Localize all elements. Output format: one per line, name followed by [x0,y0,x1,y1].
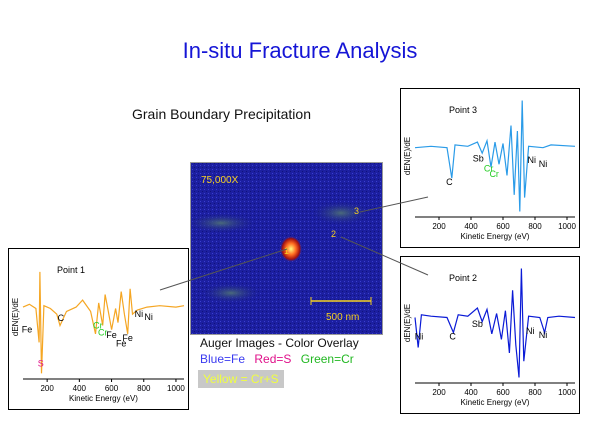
spectrum-line [22,271,185,374]
magnification-label: 75,000X [201,175,239,186]
y-axis-label: dEN(E)/dE [403,137,412,175]
x-tick-label: 400 [464,222,478,231]
x-tick-label: 800 [528,388,542,397]
peak-label: Ni [528,155,537,165]
peak-label: Ni [539,330,548,340]
point-2-marker: 2 [331,229,336,239]
spectrum-point-2: 200 400 600 800 1000 Kinetic Energy (eV) dEN(E… [400,256,580,414]
peak-label: Ni [526,326,535,336]
subtitle: Grain Boundary Precipitation [132,106,311,122]
peak-label: Fe [122,333,133,343]
peak-label: C [446,177,453,187]
peak-label: Fe [22,325,33,335]
point-title: Point 3 [449,105,477,115]
spectrum-line [414,268,576,378]
spectrum-line [414,100,576,212]
point-3-marker: 3 [354,206,359,216]
spectrum-plot: 200 400 600 800 1000 Kinetic Energy (eV) dEN(E… [403,268,576,407]
fe-region [186,213,256,233]
point-title: Point 2 [449,273,477,283]
legend-fe: Blue=Fe [200,352,246,366]
peak-label: Ni [144,312,153,322]
peak-label: Cr [484,163,494,173]
legend-s: Red=S [254,352,292,366]
spectrum-plot: 200 400 600 800 1000 Kinetic Energy (eV) dEN(E… [403,100,576,241]
x-tick-label: 200 [40,384,54,393]
x-tick-label: 1000 [167,384,185,393]
auger-micrograph: 75,000X 3 2 1 500 nm [186,162,383,335]
peak-label: Cr [98,327,108,337]
spectrum-point-1: 200 400 600 800 1000 Kinetic Energy (eV) dEN(E… [8,248,189,410]
point-title: Point 1 [57,265,85,275]
y-axis-label: dEN(E)/dE [403,304,412,342]
x-tick-label: 400 [464,388,478,397]
color-legend: Blue=Fe Red=S Green=Cr [200,352,360,366]
peak-label: Sb [473,154,484,164]
x-tick-label: 600 [496,388,510,397]
fe-region [201,283,261,303]
peak-label: Fe [106,330,117,340]
peak-label: Sb [472,319,483,329]
fe-region [311,201,371,225]
peak-label: Ni [539,159,548,169]
peak-label: Fe [116,339,127,349]
y-axis-label: dEN(E)/dE [11,298,20,336]
scale-bar-label: 500 nm [326,312,359,323]
caption: Auger Images - Color Overlay [200,336,359,350]
x-tick-label: 200 [432,388,446,397]
legend-cr: Green=Cr [300,352,354,366]
x-tick-label: 1000 [558,222,576,231]
peak-label: Cr [489,169,499,179]
x-axis-label: Kinetic Energy (eV) [461,398,530,407]
x-axis-label: Kinetic Energy (eV) [69,394,138,403]
spectrum-point-3: 200 400 600 800 1000 Kinetic Energy (eV) dEN(E… [400,88,580,248]
x-axis-label: Kinetic Energy (eV) [461,232,530,241]
peak-label: Ni [415,331,424,341]
peak-label: C [58,313,65,323]
x-tick-label: 800 [137,384,151,393]
peak-label: S [38,358,44,368]
page-title: In-situ Fracture Analysis [182,38,418,63]
legend-cr-s: Yellow = Cr+S [198,370,284,388]
peak-label: Ni [135,309,144,319]
peak-label: C [449,331,456,341]
x-tick-label: 1000 [558,388,576,397]
x-tick-label: 200 [432,222,446,231]
x-tick-label: 600 [496,222,510,231]
spectrum-plot: 200 400 600 800 1000 Kinetic Energy (eV) dEN(E… [11,265,185,403]
x-tick-label: 400 [73,384,87,393]
x-tick-label: 800 [528,222,542,231]
point-1-marker: 1 [284,246,289,256]
peak-label: Cr [93,320,103,330]
x-tick-label: 600 [105,384,119,393]
